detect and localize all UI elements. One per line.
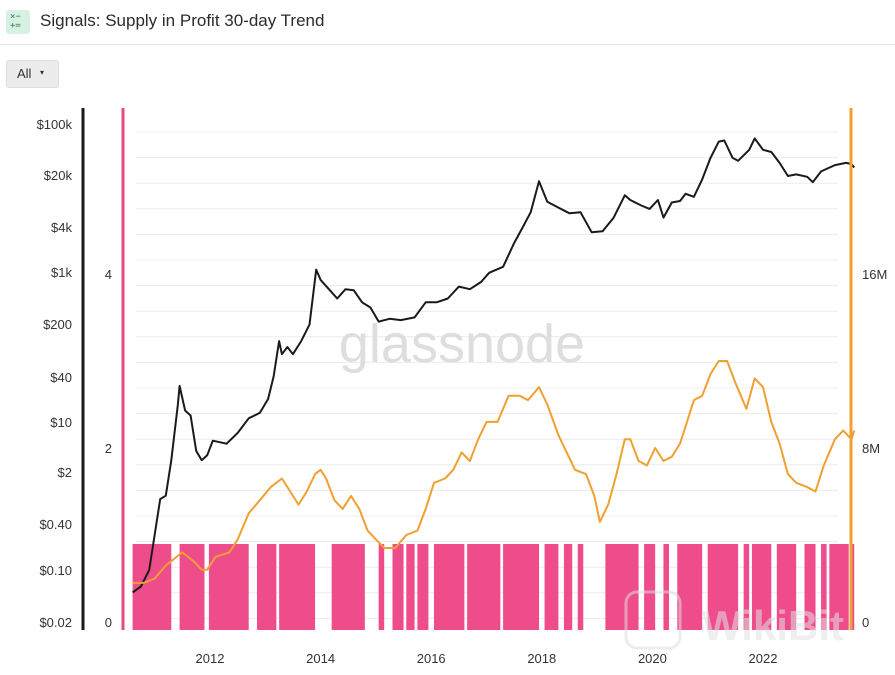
signal-bar — [751, 544, 772, 630]
signal-bar — [707, 544, 739, 630]
signal-bar — [503, 544, 540, 630]
x-tick-label: 2014 — [306, 651, 335, 666]
signal-bar — [804, 544, 816, 630]
watermark: glassnode — [339, 314, 585, 374]
price-line — [132, 137, 855, 594]
price-tick-label: $200 — [43, 317, 72, 332]
axis-labels: $100k $20k $4k $1k $200 $40 $10 $2 $0.40 $0.10 $0.… — [37, 117, 888, 666]
x-tick-label: 2016 — [417, 651, 446, 666]
signal-bar — [743, 544, 750, 630]
price-tick-label: $0.10 — [39, 563, 72, 578]
price-tick-label: $2 — [58, 465, 72, 480]
signal-bar — [776, 544, 797, 630]
signal-bar — [417, 544, 429, 630]
signal-bar — [331, 544, 365, 630]
supply-in-profit-line — [132, 360, 856, 584]
page-title: Signals: Supply in Profit 30-day Trend — [40, 11, 325, 30]
price-tick-label: $4k — [51, 220, 72, 235]
signal-bar — [257, 544, 277, 630]
x-tick-label: 2018 — [527, 651, 556, 666]
wikibit-logo: WikiBit — [624, 590, 844, 650]
price-tick-label: $20k — [44, 168, 73, 183]
signal-bar — [663, 544, 669, 630]
supply-tick-label: 8M — [862, 441, 880, 456]
price-tick-label: $100k — [37, 117, 73, 132]
signal-bar — [829, 544, 849, 630]
signal-tick-label: 0 — [105, 615, 112, 630]
signal-bar — [279, 544, 316, 630]
price-tick-label: $0.02 — [39, 615, 72, 630]
signal-bar — [821, 544, 827, 630]
signal-bar — [433, 544, 465, 630]
signal-bar — [544, 544, 559, 630]
signal-bar — [577, 544, 584, 630]
range-dropdown[interactable]: All ▾ — [6, 60, 59, 88]
signal-bar — [605, 544, 639, 630]
signal-bar — [467, 544, 501, 630]
signal-bar — [644, 544, 656, 630]
price-tick-label: $40 — [50, 370, 72, 385]
header-bar: ×− += Signals: Supply in Profit 30-day T… — [0, 0, 895, 45]
wikibit-logo-frame — [624, 590, 682, 650]
axes — [81, 108, 853, 630]
signal-bar — [563, 544, 573, 630]
signal-bar — [392, 544, 404, 630]
signal-bar — [179, 544, 205, 630]
wikibit-logo-text: WikiBit — [702, 602, 844, 649]
chevron-down-icon: ▾ — [40, 68, 45, 77]
signal-tick-label: 4 — [105, 267, 112, 282]
price-tick-label: $1k — [51, 265, 72, 280]
price-tick-label: $10 — [50, 415, 72, 430]
supply-tick-label: 0 — [862, 615, 869, 630]
x-tick-label: 2020 — [638, 651, 667, 666]
signal-bar — [406, 544, 415, 630]
signal-bar — [378, 544, 385, 630]
price-tick-label: $0.40 — [39, 517, 72, 532]
signal-bars — [132, 544, 855, 630]
x-tick-label: 2012 — [196, 651, 225, 666]
signal-bar — [851, 544, 855, 630]
series-lines — [132, 137, 856, 594]
watermark-glassnode: glassnode — [339, 314, 585, 374]
calculator-icon: ×− += — [6, 10, 30, 34]
x-tick-label: 2022 — [749, 651, 778, 666]
signal-tick-label: 2 — [105, 441, 112, 456]
range-dropdown-value: All — [17, 66, 32, 81]
supply-tick-label: 16M — [862, 267, 887, 282]
